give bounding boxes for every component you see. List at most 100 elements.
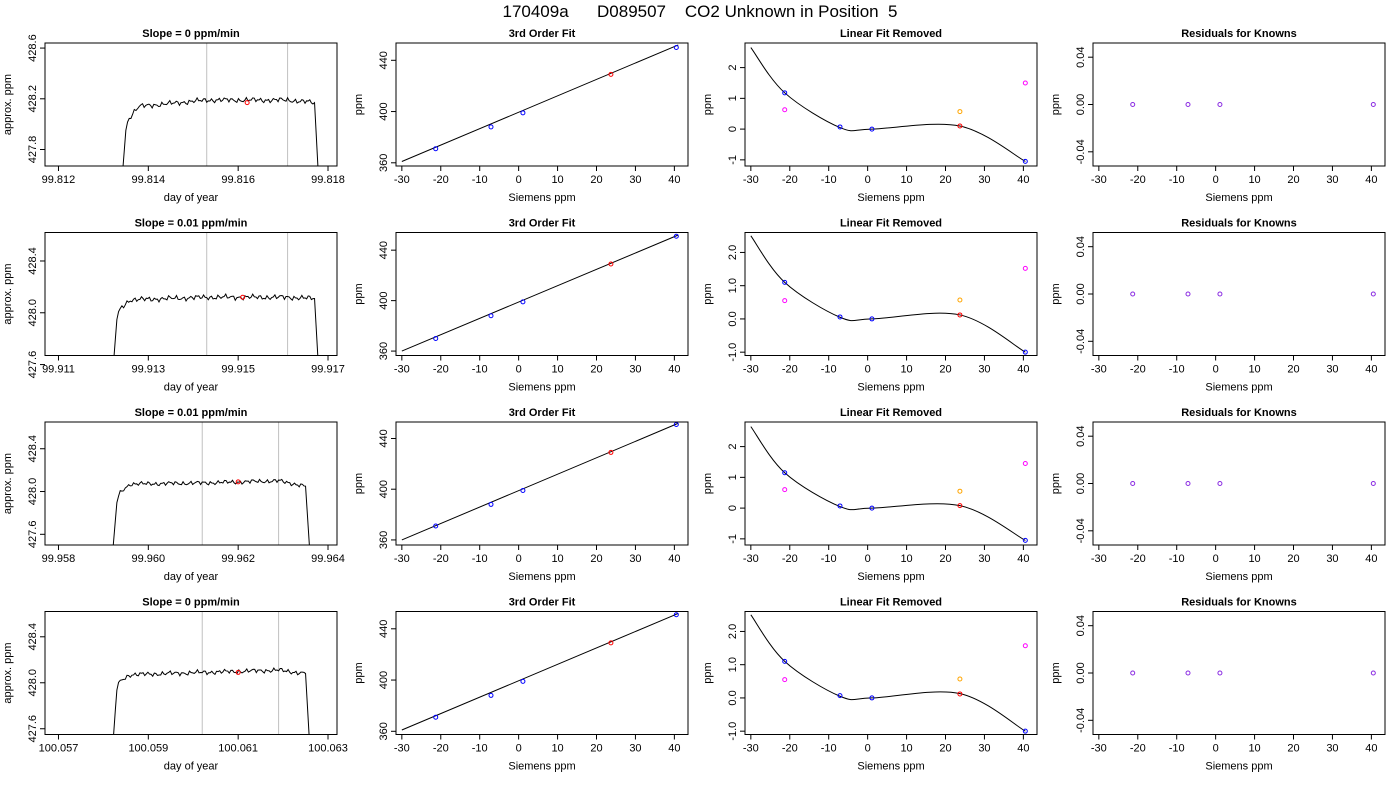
y-axis-label: approx. ppm bbox=[2, 453, 14, 514]
plot-frame bbox=[44, 42, 338, 167]
data-point bbox=[1217, 102, 1223, 107]
midpoint-marker bbox=[235, 669, 241, 675]
plot-frame bbox=[744, 42, 1038, 167]
x-tick-label: 10 bbox=[1248, 553, 1260, 565]
x-tick-label: 0 bbox=[865, 743, 871, 755]
x-tick-label: 0 bbox=[516, 743, 522, 755]
data-point bbox=[957, 297, 963, 303]
x-tick-label: -20 bbox=[782, 743, 798, 755]
data-point bbox=[869, 695, 875, 701]
x-axis-label: day of year bbox=[164, 382, 219, 394]
x-axis-label: Siemens ppm bbox=[1205, 761, 1272, 773]
y-tick-label: 427.6 bbox=[27, 715, 39, 743]
x-tick-label: 99.812 bbox=[42, 174, 76, 186]
x-tick-label: 10 bbox=[1248, 364, 1260, 376]
data-point bbox=[957, 503, 963, 509]
x-tick-label: 99.958 bbox=[42, 553, 76, 565]
data-trace-line bbox=[113, 293, 319, 356]
x-tick-label: -20 bbox=[1130, 364, 1146, 376]
x-tick-label: 30 bbox=[978, 174, 990, 186]
x-tick-label: 40 bbox=[1365, 743, 1377, 755]
data-point bbox=[957, 676, 963, 682]
x-tick-label: 99.960 bbox=[131, 553, 165, 565]
panel-title: Residuals for Knowns bbox=[1181, 407, 1297, 419]
midpoint-marker bbox=[244, 100, 250, 106]
y-tick-label: -1 bbox=[727, 155, 739, 165]
y-tick-label: 0.04 bbox=[1075, 425, 1087, 446]
data-point bbox=[957, 123, 963, 129]
data-point bbox=[1130, 481, 1136, 486]
x-tick-label: 30 bbox=[1326, 553, 1338, 565]
x-tick-label: 20 bbox=[590, 364, 602, 376]
y-tick-label: 2 bbox=[727, 444, 739, 450]
data-point bbox=[608, 71, 614, 77]
data-point bbox=[837, 124, 843, 130]
panel-3-2: 3rd Order Fit Siemens ppm ppm -30 -20 -10 0 10 2… bbox=[353, 407, 689, 583]
plot-frame bbox=[395, 421, 689, 546]
y-axis-label: approx. ppm bbox=[2, 74, 14, 135]
figure-title: 170409a D089507 CO2 Unknown in Position … bbox=[502, 2, 898, 21]
x-tick-label: 40 bbox=[1365, 364, 1377, 376]
panel-4-1: Slope = 0 ppm/min day of year approx. ppm 1… bbox=[2, 597, 348, 773]
panel-4-4: Residuals for Knowns Siemens ppm ppm -30 -20… bbox=[1050, 597, 1386, 773]
x-tick-label: 100.059 bbox=[128, 743, 168, 755]
x-tick-label: -30 bbox=[394, 743, 410, 755]
panel-title: Residuals for Knowns bbox=[1181, 218, 1297, 230]
x-tick-label: 99.917 bbox=[311, 364, 345, 376]
data-point bbox=[1185, 481, 1191, 486]
y-tick-label: 400 bbox=[378, 480, 390, 498]
data-point bbox=[1370, 102, 1376, 107]
plot-frame bbox=[395, 611, 689, 735]
x-tick-label: 100.057 bbox=[39, 743, 79, 755]
x-tick-label: -10 bbox=[1169, 174, 1185, 186]
data-point bbox=[673, 44, 679, 50]
data-point bbox=[433, 714, 439, 720]
x-tick-label: -20 bbox=[433, 364, 449, 376]
x-tick-label: 40 bbox=[1017, 553, 1029, 565]
x-tick-label: 0 bbox=[516, 364, 522, 376]
midpoint-marker bbox=[235, 479, 241, 485]
y-tick-label: 428.0 bbox=[27, 478, 39, 506]
data-point bbox=[1022, 349, 1028, 355]
x-tick-label: -10 bbox=[821, 553, 837, 565]
x-tick-label: 20 bbox=[939, 553, 951, 565]
x-axis-label: day of year bbox=[164, 761, 219, 773]
x-tick-label: -30 bbox=[394, 174, 410, 186]
y-axis-label: ppm bbox=[702, 662, 714, 683]
data-point bbox=[673, 422, 679, 428]
fit-curve bbox=[750, 235, 1026, 353]
x-axis-label: Siemens ppm bbox=[857, 761, 924, 773]
panel-1-2: 3rd Order Fit Siemens ppm ppm -30 -20 -10 0 10 2… bbox=[353, 28, 689, 204]
panel-1-4: Residuals for Knowns Siemens ppm ppm -30 -20… bbox=[1050, 28, 1386, 204]
data-point bbox=[837, 693, 843, 699]
x-tick-label: 20 bbox=[939, 174, 951, 186]
data-point bbox=[782, 677, 788, 683]
data-point bbox=[608, 640, 614, 646]
x-tick-label: 10 bbox=[900, 743, 912, 755]
y-tick-label: 428.2 bbox=[27, 85, 39, 113]
x-tick-label: -30 bbox=[743, 364, 759, 376]
y-axis-label: ppm bbox=[702, 94, 714, 115]
x-tick-label: 10 bbox=[1248, 174, 1260, 186]
x-tick-label: 99.816 bbox=[221, 174, 255, 186]
plot-frame bbox=[1092, 611, 1386, 735]
x-axis-label: Siemens ppm bbox=[857, 571, 924, 583]
data-point bbox=[1130, 102, 1136, 107]
panel-4-2: 3rd Order Fit Siemens ppm ppm -30 -20 -10 0 10 2… bbox=[353, 597, 689, 773]
data-point bbox=[782, 107, 788, 113]
y-tick-label: 428.6 bbox=[27, 34, 39, 62]
x-tick-label: -20 bbox=[1130, 553, 1146, 565]
y-tick-label: -0.04 bbox=[1075, 518, 1087, 543]
y-tick-label: 0.0 bbox=[727, 311, 739, 326]
plot-frame bbox=[1092, 232, 1386, 356]
panel-title: Linear Fit Removed bbox=[840, 597, 942, 609]
data-point bbox=[1185, 670, 1191, 676]
data-point bbox=[1370, 481, 1376, 486]
x-axis-label: Siemens ppm bbox=[508, 761, 575, 773]
x-tick-label: 20 bbox=[590, 743, 602, 755]
data-point bbox=[869, 126, 875, 132]
x-tick-label: 20 bbox=[1287, 174, 1299, 186]
y-axis-label: ppm bbox=[1050, 473, 1062, 494]
y-tick-label: 1 bbox=[727, 95, 739, 101]
